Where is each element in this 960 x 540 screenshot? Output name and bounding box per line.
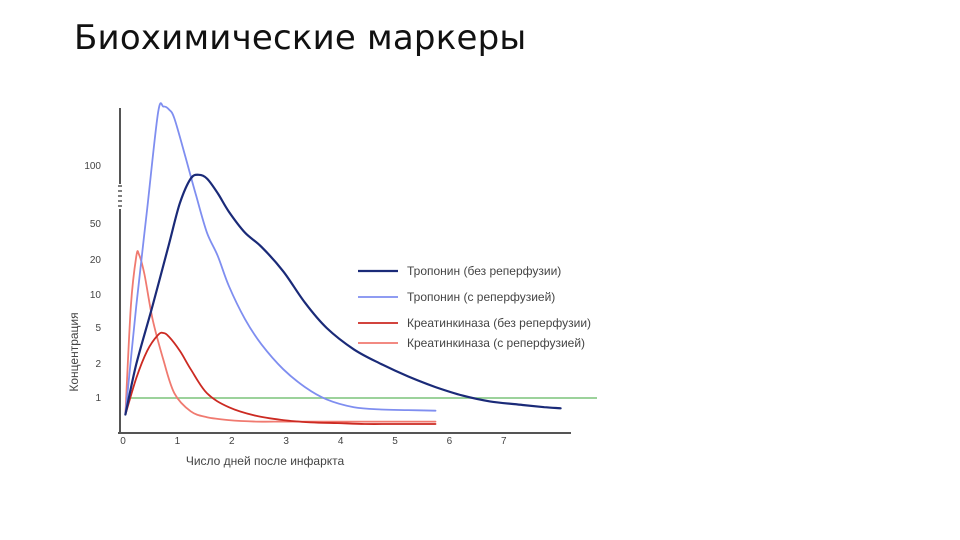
- legend-label: Тропонин (без реперфузии): [407, 264, 561, 278]
- y-tick-labels: 1 2 5 10 20 50 100: [84, 161, 101, 404]
- x-tick-label: 7: [501, 436, 507, 447]
- series-troponin-reperfusion: [124, 102, 437, 416]
- slide-title: Биохимические маркеры: [74, 18, 527, 58]
- x-tick-label: 6: [447, 436, 453, 447]
- series-ck-reperfusion: [124, 250, 437, 423]
- legend-label: Креатинкиназа (без реперфузии): [407, 316, 591, 330]
- y-tick-label: 50: [90, 219, 102, 230]
- series-group: [124, 102, 562, 425]
- x-tick-label: 4: [338, 436, 344, 447]
- x-tick-label: 0: [120, 436, 126, 447]
- x-tick-label: 3: [283, 436, 289, 447]
- x-axis-title: Число дней после инфаркта: [186, 454, 345, 468]
- y-axis-break: [116, 184, 124, 209]
- series-ck-no-reperfusion: [124, 331, 437, 425]
- legend: Тропонин (без реперфузии) Тропонин (с реп…: [358, 264, 591, 350]
- y-tick-label: 1: [95, 393, 101, 404]
- x-tick-label: 5: [392, 436, 398, 447]
- x-tick-label: 2: [229, 436, 235, 447]
- y-tick-label: 20: [90, 255, 102, 266]
- y-tick-label: 2: [95, 359, 101, 370]
- y-tick-label: 100: [84, 161, 101, 172]
- legend-label: Тропонин (с реперфузией): [407, 290, 555, 304]
- y-tick-label: 10: [90, 290, 102, 301]
- axes-group: [116, 108, 571, 434]
- x-tick-label: 1: [175, 436, 181, 447]
- y-tick-label: 5: [95, 323, 101, 334]
- y-axis-title: Концентрация: [67, 312, 81, 391]
- x-tick-labels: 0 1 2 3 4 5 6 7: [120, 436, 507, 447]
- legend-label: Креатинкиназа (с реперфузией): [407, 336, 585, 350]
- series-troponin-no-reperfusion: [124, 173, 562, 416]
